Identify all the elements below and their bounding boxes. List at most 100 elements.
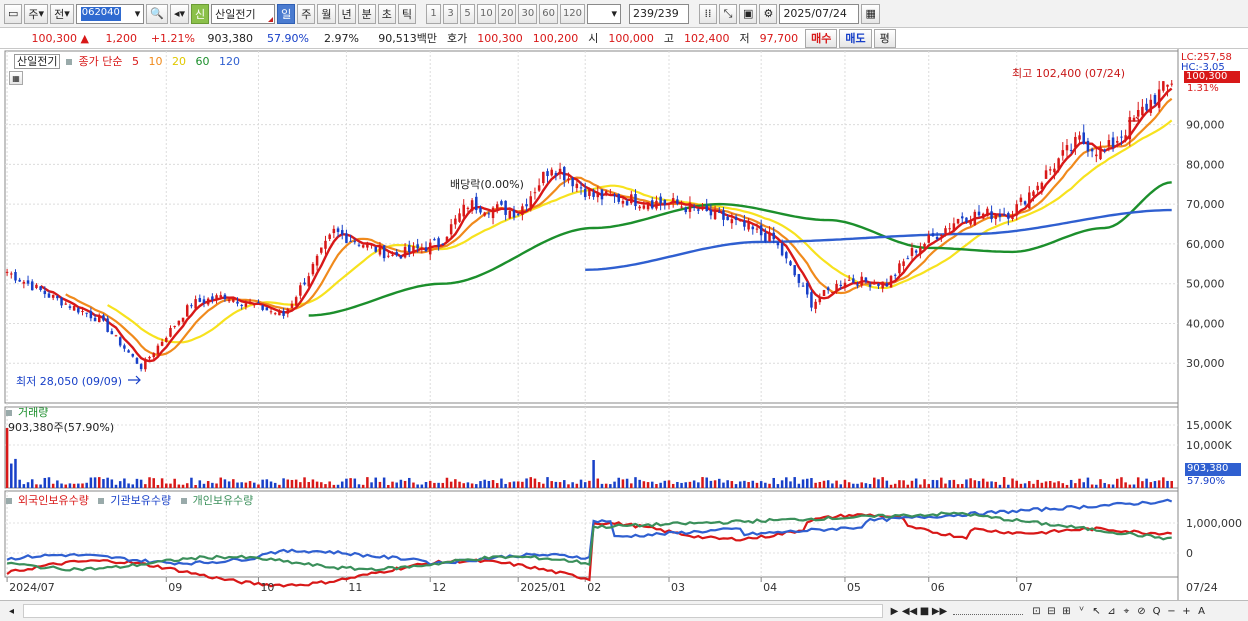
chart-type-icon[interactable]: ⁞⁞ (699, 3, 718, 24)
panel-settings-icon[interactable]: ▦ (9, 71, 23, 85)
candle-body (604, 191, 608, 196)
price-tick-label: 80,000 (1186, 158, 1225, 171)
volume-bar (1023, 483, 1027, 488)
volume-bar (1019, 483, 1023, 488)
candle-body (554, 173, 558, 176)
zoom-out-icon[interactable]: − (1167, 605, 1176, 617)
font-size-icon[interactable]: A (1198, 605, 1205, 617)
candle-body (613, 194, 616, 197)
candle-body (1040, 182, 1044, 190)
volume-bar (655, 484, 658, 488)
volume-bar (885, 480, 889, 488)
period-week-button[interactable]: 주 (297, 3, 316, 24)
tool-3-icon[interactable]: ⊞ (1062, 605, 1071, 617)
volume-bar (118, 481, 122, 488)
interval-30-button[interactable]: 30 (518, 3, 538, 24)
interval-60-button[interactable]: 60 (539, 3, 558, 24)
stock-name-field[interactable]: 산일전기 (211, 3, 276, 24)
nav-play-icon[interactable]: ▶ (890, 605, 899, 617)
stock-legend-label[interactable]: 산일전기 (14, 54, 61, 69)
volume-bar (1170, 481, 1173, 488)
period-year-button[interactable]: 년 (337, 3, 356, 24)
nav-stop-icon[interactable]: ■ (919, 605, 930, 617)
speaker-icon[interactable]: ◂▾ (169, 3, 189, 24)
volume-bar (1002, 477, 1006, 488)
eval-button[interactable]: 평 (873, 28, 896, 48)
interval-20-button[interactable]: 20 (497, 3, 517, 24)
period-tick-button[interactable]: 틱 (397, 3, 416, 24)
candle-body (43, 290, 47, 295)
period-day-button[interactable]: 일 (277, 3, 296, 24)
candle-body (764, 232, 767, 242)
period-second-button[interactable]: 초 (377, 3, 396, 24)
interval-3-button[interactable]: 3 (443, 3, 458, 24)
candle-body (986, 208, 989, 217)
date-field[interactable]: 2025/07/24 (779, 3, 860, 24)
save-icon[interactable]: ▣ (739, 3, 758, 24)
volume-bar (315, 481, 319, 488)
candle-body (856, 284, 859, 286)
market-all-select[interactable]: 전 ▾ (50, 3, 74, 24)
candle-body (273, 313, 277, 315)
tool-7-icon[interactable]: ⌖ (1123, 605, 1130, 617)
volume-bar (893, 483, 897, 488)
volume-bar (311, 479, 315, 488)
zoom-search-icon[interactable]: Q (1152, 605, 1161, 617)
dividend-note: 배당락(0.00%) (450, 178, 524, 191)
custom-interval-input[interactable]: ▾ (587, 3, 622, 24)
search-icon[interactable]: 🔍 (146, 3, 168, 24)
candle-body (1086, 140, 1090, 152)
tool-8-icon[interactable]: ⊘ (1137, 605, 1146, 617)
zoom-in-icon[interactable]: + (1182, 605, 1191, 617)
tool-6-icon[interactable]: ⊿ (1107, 605, 1116, 617)
zoom-slider[interactable] (953, 607, 1023, 615)
time-scrollbar[interactable] (23, 604, 883, 618)
count-value: 239 (633, 7, 655, 20)
nav-forward-icon[interactable]: ▶▶ (931, 605, 948, 617)
settings-gear-icon[interactable]: ⚙ (759, 3, 778, 24)
window-menu-icon[interactable]: ▭ (4, 3, 23, 24)
candle-body (563, 167, 566, 181)
tool-4-icon[interactable]: ⱽ (1079, 605, 1084, 617)
holding-tick-label: 1,000,000 (1186, 517, 1242, 530)
volume-bar (592, 460, 595, 488)
sell-button[interactable]: 매도 (839, 28, 872, 48)
scroll-left-icon[interactable]: ◂ (8, 605, 15, 617)
interval-10-button[interactable]: 10 (477, 3, 496, 24)
hc-label: HC:-3,05 (1181, 62, 1225, 73)
tool-5-icon[interactable]: ↖ (1092, 605, 1101, 617)
candle-body (60, 297, 63, 306)
candle-body (843, 282, 847, 288)
candle-body (68, 306, 72, 308)
stock-chart[interactable]: 30,000 40,000 50,000 60,000 70,000 80,000 90,0… (0, 49, 1248, 600)
high-arrow-icon (1128, 116, 1141, 126)
foreign-holding-line (6, 513, 1172, 588)
volume-bar (508, 482, 512, 488)
candle-body (445, 236, 449, 242)
calendar-icon[interactable]: ▦ (861, 3, 880, 24)
market-select[interactable]: 주 ▾ (24, 3, 49, 24)
count-field[interactable]: 239/239 (629, 3, 690, 24)
candle-body (1145, 103, 1148, 111)
candle-body (550, 169, 553, 176)
candle-body (663, 199, 667, 205)
candle-body (185, 305, 189, 317)
stock-code-input[interactable]: 062040 ▾ (75, 3, 145, 24)
volume-bar (529, 477, 533, 488)
candle-body (257, 302, 260, 304)
tool-1-icon[interactable]: ⊡ (1032, 605, 1041, 617)
draw-icon[interactable]: ⤡ (719, 3, 738, 24)
volume-bar (169, 483, 172, 488)
interval-5-button[interactable]: 5 (460, 3, 475, 24)
tool-2-icon[interactable]: ⊟ (1047, 605, 1056, 617)
interval-1-button[interactable]: 1 (426, 3, 441, 24)
candle-body (780, 243, 784, 256)
period-month-button[interactable]: 월 (317, 3, 336, 24)
volume-bar (43, 477, 47, 488)
volume-title: 거래량 (18, 406, 49, 419)
buy-button[interactable]: 매수 (805, 28, 838, 48)
candle-body (726, 216, 729, 221)
nav-back-icon[interactable]: ◀◀ (901, 605, 918, 617)
period-minute-button[interactable]: 분 (357, 3, 376, 24)
interval-120-button[interactable]: 120 (559, 3, 586, 24)
